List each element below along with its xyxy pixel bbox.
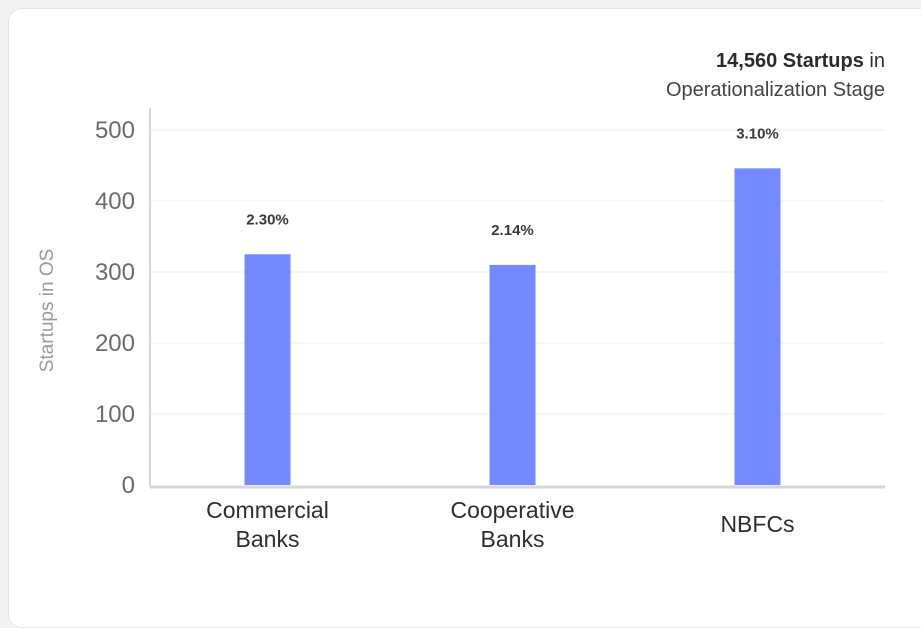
y-tick-label: 300: [95, 259, 135, 286]
stage-label: Operationalization Stage: [665, 79, 885, 101]
x-category-label: NBFCs: [720, 511, 794, 537]
bar: [489, 264, 536, 485]
bar: [734, 168, 781, 485]
headline-suffix: in: [863, 50, 885, 72]
y-axis-title: Startups in OS: [37, 249, 58, 373]
data-label: 2.14%: [491, 222, 534, 239]
x-category-label: Cooperative: [450, 497, 574, 523]
data-label: 3.10%: [736, 125, 779, 142]
data-label: 2.30%: [246, 211, 289, 228]
x-category-label: Banks: [481, 526, 545, 552]
y-tick-label: 0: [122, 472, 135, 499]
bar-chart: 0 100 200 300 400 500 Startups in OS 2.30% Comme…: [37, 108, 885, 552]
x-category-label: Commercial: [206, 497, 329, 523]
x-category-label: Banks: [236, 526, 300, 552]
y-tick-label: 400: [95, 188, 135, 215]
startup-count: 14,560 Startups: [716, 50, 864, 72]
y-tick-label: 500: [95, 117, 135, 144]
y-tick-label: 200: [95, 330, 135, 357]
chart-headline: 14,560 Startups in Operationalization St…: [666, 47, 885, 105]
bar: [244, 254, 291, 485]
y-tick-label: 100: [95, 401, 135, 428]
